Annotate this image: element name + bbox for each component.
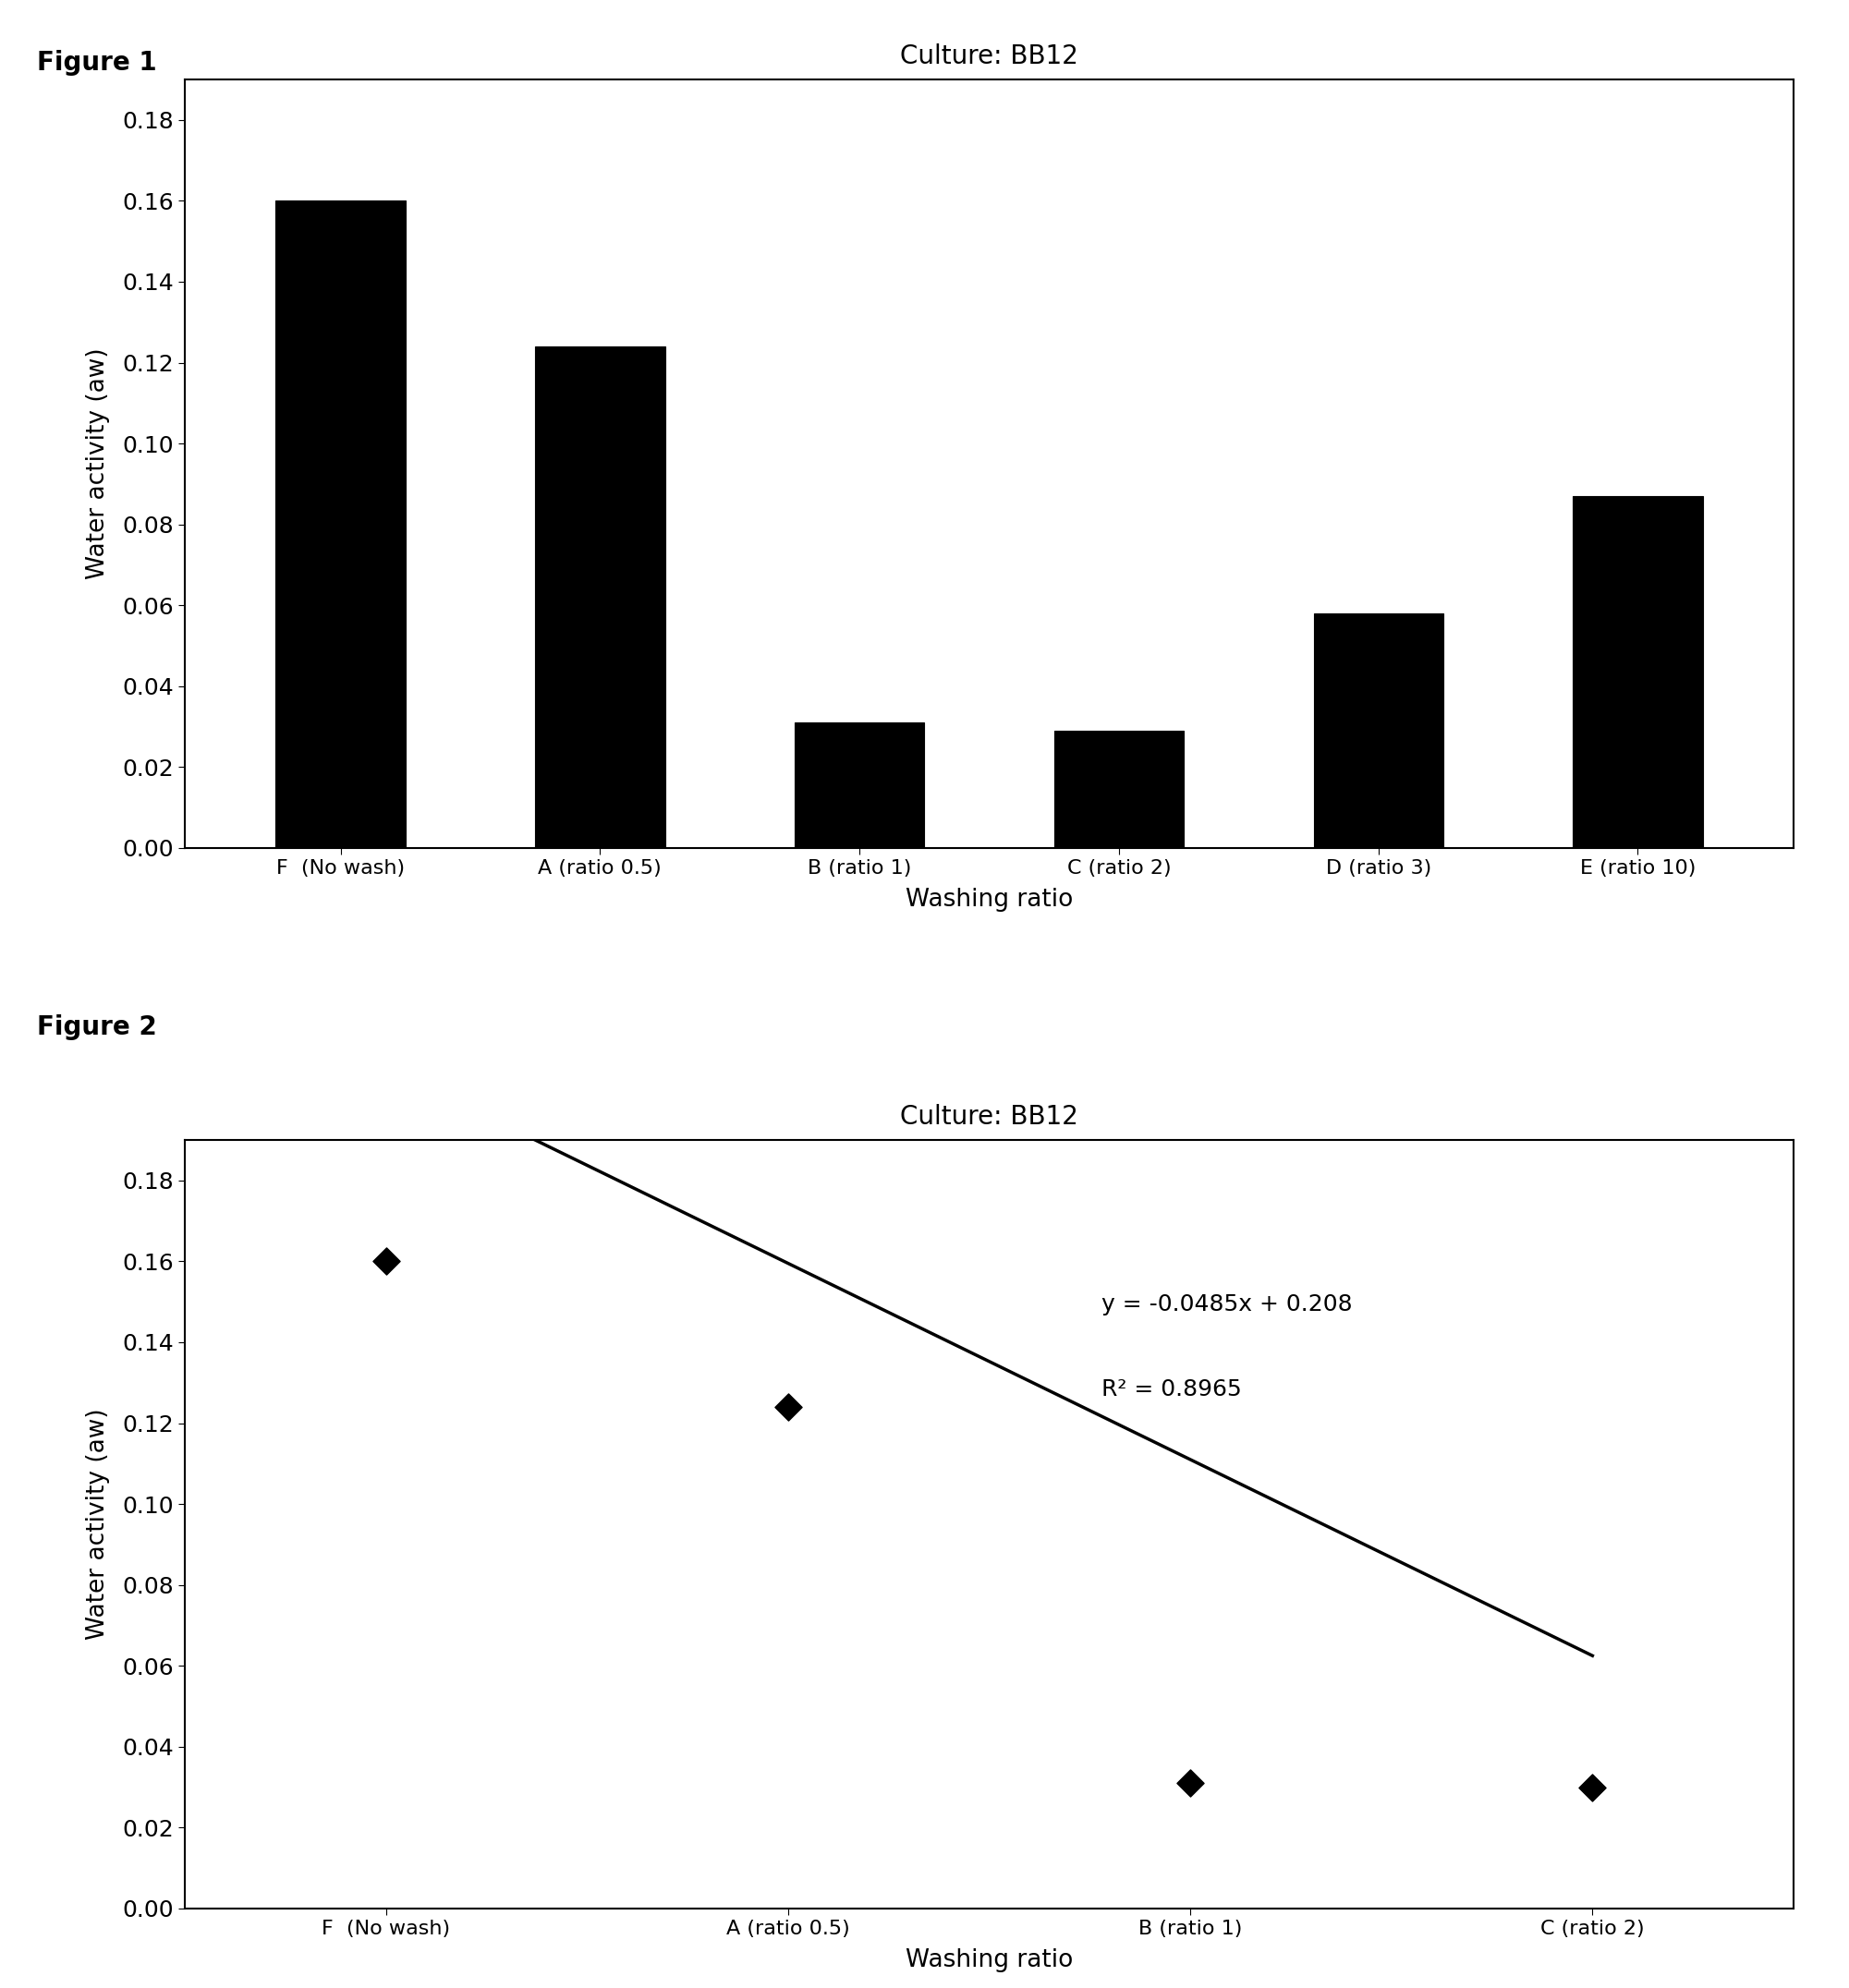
Text: Figure 2: Figure 2 [37,1014,157,1040]
Y-axis label: Water activity (aw): Water activity (aw) [85,348,109,580]
Bar [1573,497,1703,849]
X-axis label: Washing ratio: Washing ratio [906,1948,1072,1972]
Text: Figure 1: Figure 1 [37,50,157,76]
Bar [1313,614,1444,849]
Title: Culture: BB12: Culture: BB12 [900,1103,1078,1129]
Bar [795,722,924,849]
Point [372,1244,401,1276]
Point [1577,1771,1607,1803]
Point [1176,1767,1206,1799]
Bar [276,201,405,849]
Title: Culture: BB12: Culture: BB12 [900,44,1078,70]
Y-axis label: Water activity (aw): Water activity (aw) [85,1408,109,1640]
X-axis label: Washing ratio: Washing ratio [906,887,1072,912]
Text: R² = 0.8965: R² = 0.8965 [1102,1378,1243,1400]
Bar [1054,732,1183,849]
Text: y = -0.0485x + 0.208: y = -0.0485x + 0.208 [1102,1294,1353,1316]
Point [773,1392,802,1423]
Bar [534,346,666,849]
